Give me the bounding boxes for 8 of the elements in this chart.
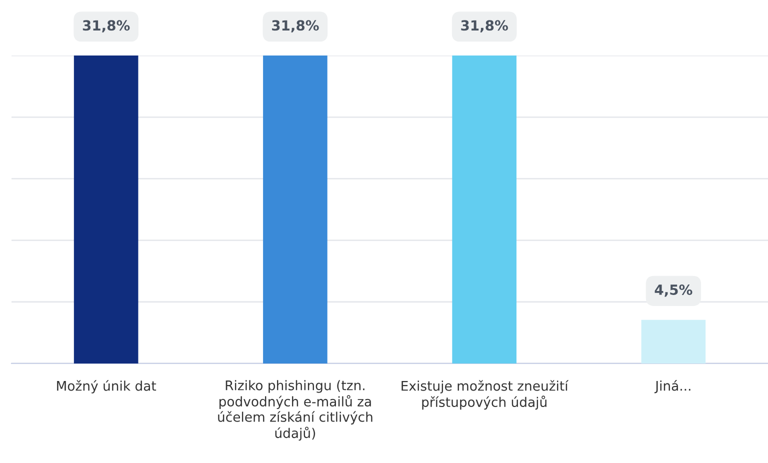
data-label: 4,5% <box>654 284 692 297</box>
x-tick-label: Existuje možnost zneužití přístupových údajů <box>402 380 569 410</box>
x-tick-label: Jiná... <box>654 380 690 394</box>
data-label: 31,8% <box>461 20 508 32</box>
x-tick-label: Možný únik dat <box>57 380 156 394</box>
data-label: 31,8% <box>82 20 130 32</box>
data-label: 31,8% <box>272 20 319 32</box>
x-tick-label: Riziko phishingu (tzn. podvodných e-mailů za účelem získání citlivých údajů) <box>218 380 372 441</box>
